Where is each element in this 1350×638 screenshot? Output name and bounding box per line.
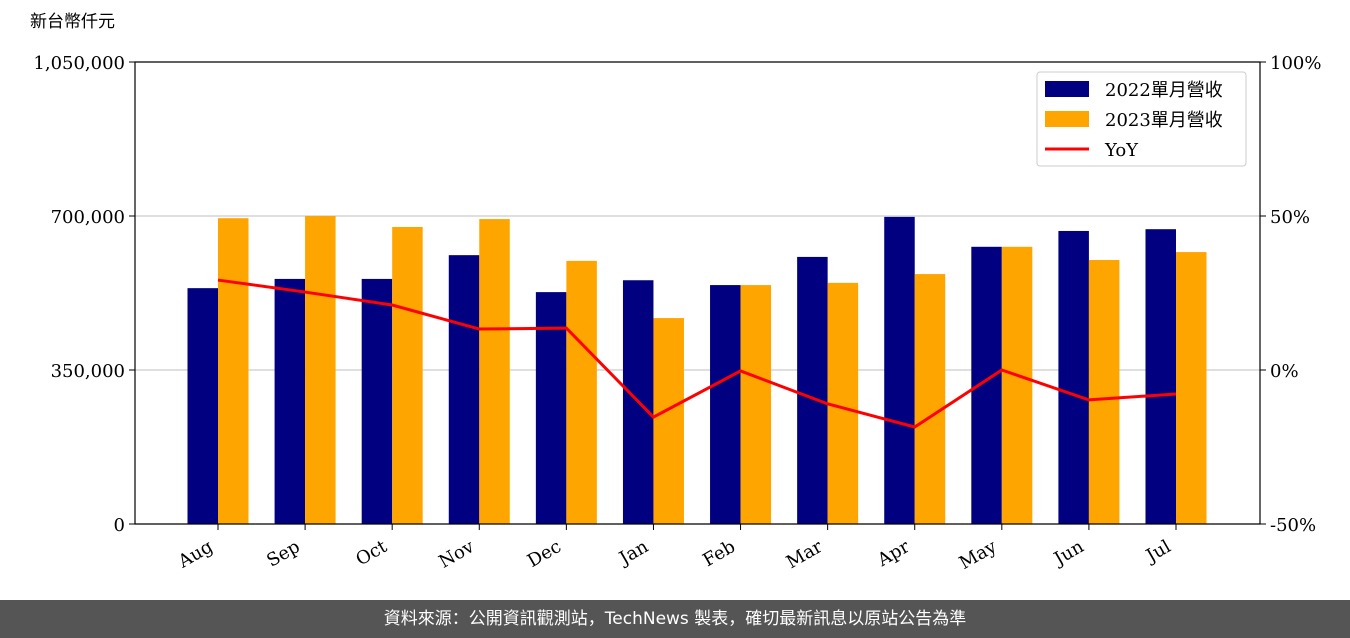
bar bbox=[1001, 246, 1033, 525]
x-tick-label: Sep bbox=[263, 536, 303, 571]
x-tick-label: Oct bbox=[352, 536, 391, 571]
y-axis-label: 新台幣仟元 bbox=[30, 12, 115, 32]
bar bbox=[361, 278, 393, 524]
chart: 新台幣仟元 0 350,000 700,000 1,050,000 -50% 0% 50% 1… bbox=[30, 12, 1321, 574]
x-tick-label: Mar bbox=[783, 536, 827, 573]
legend-box bbox=[1036, 71, 1247, 167]
bar bbox=[827, 282, 859, 524]
bar bbox=[535, 292, 567, 524]
bar bbox=[884, 216, 915, 524]
legend-swatch bbox=[1045, 111, 1089, 127]
plot-frame bbox=[134, 61, 1261, 525]
y-tick-label: 0 bbox=[114, 515, 125, 536]
legend-label: 2022單月營收 bbox=[1105, 80, 1223, 101]
bar bbox=[1145, 229, 1176, 524]
bar bbox=[187, 288, 218, 524]
bar bbox=[566, 260, 597, 524]
y2-tick-label: -50% bbox=[1270, 515, 1316, 536]
bar bbox=[740, 285, 772, 524]
x-tick-label: Jan bbox=[614, 536, 652, 570]
x-tick-label: Aug bbox=[174, 536, 217, 573]
bar bbox=[797, 256, 828, 524]
bar bbox=[1088, 260, 1120, 524]
bar bbox=[392, 227, 423, 524]
y-tick-label: 1,050,000 bbox=[33, 53, 125, 74]
bar bbox=[1058, 230, 1089, 524]
y2-tick-label: 50% bbox=[1270, 207, 1310, 228]
x-tick-label: Feb bbox=[699, 536, 739, 571]
y2-tick-label: 100% bbox=[1270, 53, 1321, 74]
x-tick-label: Dec bbox=[524, 536, 565, 572]
x-tick-label: Jun bbox=[1049, 536, 1088, 571]
line bbox=[217, 278, 1177, 429]
x-tick-label: Apr bbox=[873, 536, 913, 571]
x-tick-label: Nov bbox=[435, 536, 478, 573]
legend-swatch bbox=[1045, 81, 1089, 97]
x-tick-label: Jul bbox=[1141, 536, 1175, 568]
bar bbox=[448, 255, 480, 524]
bar bbox=[1176, 252, 1207, 524]
legend-label: YoY bbox=[1104, 140, 1139, 161]
bar bbox=[305, 216, 336, 524]
legend-label: 2023單月營收 bbox=[1105, 110, 1223, 131]
y-tick-label: 700,000 bbox=[51, 207, 125, 228]
bar bbox=[914, 274, 946, 524]
bar bbox=[218, 218, 249, 524]
y-tick-label: 350,000 bbox=[51, 361, 125, 382]
bar bbox=[653, 318, 684, 524]
footer: 資料來源：公開資訊觀測站，TechNews 製表，確切最新訊息以原站公告為準 bbox=[0, 600, 1350, 638]
bar bbox=[710, 285, 741, 524]
bar bbox=[274, 278, 306, 524]
y2-tick-label: 0% bbox=[1270, 361, 1299, 382]
bar bbox=[479, 219, 510, 524]
x-tick-label: May bbox=[956, 536, 1001, 574]
